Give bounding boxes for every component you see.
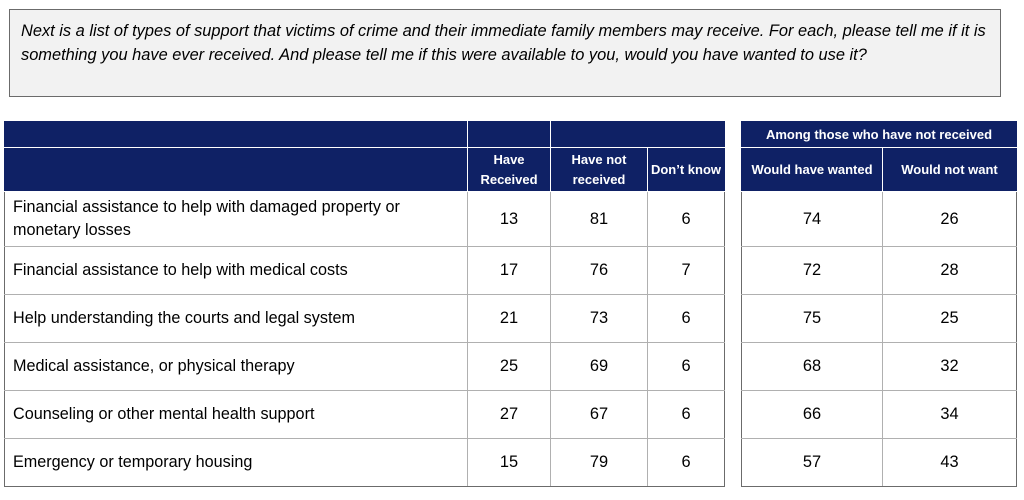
cell-have-not-received: 73 bbox=[550, 294, 648, 343]
not-received-followup-table: Among those who have not received Would … bbox=[740, 121, 1018, 487]
cell-have-received: 15 bbox=[467, 438, 551, 487]
cell-would-not-want: 43 bbox=[881, 438, 1018, 487]
row-label: Help understanding the courts and legal … bbox=[4, 294, 468, 343]
cell-would-not-want: 32 bbox=[881, 342, 1018, 391]
cell-have-received: 21 bbox=[467, 294, 551, 343]
table-row: Counseling or other mental health suppor… bbox=[4, 390, 725, 439]
cell-dont-know: 7 bbox=[647, 246, 725, 295]
cell-have-received: 17 bbox=[467, 246, 551, 295]
col-header-have-not-received: Have not received bbox=[550, 147, 648, 192]
table-row: Help understanding the courts and legal … bbox=[4, 294, 725, 343]
row-label: Counseling or other mental health suppor… bbox=[4, 390, 468, 439]
row-label: Financial assistance to help with medica… bbox=[4, 246, 468, 295]
group-header: Among those who have not received bbox=[740, 121, 1018, 148]
cell-would-not-want: 28 bbox=[881, 246, 1018, 295]
cell-would-have-wanted: 74 bbox=[741, 191, 883, 247]
table-row: Financial assistance to help with medica… bbox=[4, 246, 725, 295]
col-header-would-have-wanted: Would have wanted bbox=[741, 147, 883, 192]
cell-have-not-received: 79 bbox=[550, 438, 648, 487]
cell-would-not-want: 34 bbox=[881, 390, 1018, 439]
cell-would-have-wanted: 72 bbox=[741, 246, 883, 295]
cell-have-not-received: 67 bbox=[550, 390, 648, 439]
cell-dont-know: 6 bbox=[647, 294, 725, 343]
cell-dont-know: 6 bbox=[647, 438, 725, 487]
header-blank bbox=[4, 147, 468, 192]
cell-have-not-received: 76 bbox=[550, 246, 648, 295]
table-row: 57 43 bbox=[741, 438, 1018, 487]
question-text: Next is a list of types of support that … bbox=[21, 22, 986, 64]
header-spacer-label bbox=[4, 121, 468, 148]
cell-dont-know: 6 bbox=[647, 390, 725, 439]
row-label: Financial assistance to help with damage… bbox=[4, 191, 468, 247]
col-header-have-received: Have Received bbox=[467, 147, 551, 192]
col-header-would-not-want: Would not want bbox=[881, 147, 1018, 192]
support-received-table: Have Received Have not received Don’t kn… bbox=[4, 121, 725, 487]
cell-would-have-wanted: 57 bbox=[741, 438, 883, 487]
header-spacer-other bbox=[550, 121, 725, 148]
table-row: 72 28 bbox=[741, 246, 1018, 295]
row-label: Medical assistance, or physical therapy bbox=[4, 342, 468, 391]
cell-would-have-wanted: 66 bbox=[741, 390, 883, 439]
table-row: 75 25 bbox=[741, 294, 1018, 343]
cell-would-not-want: 26 bbox=[881, 191, 1018, 247]
cell-have-received: 25 bbox=[467, 342, 551, 391]
header-spacer-received bbox=[467, 121, 551, 148]
row-label: Emergency or temporary housing bbox=[4, 438, 468, 487]
cell-have-not-received: 69 bbox=[550, 342, 648, 391]
table-row: Emergency or temporary housing 15 79 6 bbox=[4, 438, 725, 487]
cell-have-received: 27 bbox=[467, 390, 551, 439]
cell-dont-know: 6 bbox=[647, 191, 725, 247]
cell-would-have-wanted: 68 bbox=[741, 342, 883, 391]
cell-dont-know: 6 bbox=[647, 342, 725, 391]
question-box: Next is a list of types of support that … bbox=[9, 9, 1001, 97]
cell-would-not-want: 25 bbox=[881, 294, 1018, 343]
table-row: 68 32 bbox=[741, 342, 1018, 391]
table-row: Financial assistance to help with damage… bbox=[4, 191, 725, 247]
cell-have-received: 13 bbox=[467, 191, 551, 247]
table-row: 74 26 bbox=[741, 191, 1018, 247]
cell-have-not-received: 81 bbox=[550, 191, 648, 247]
table-row: Medical assistance, or physical therapy … bbox=[4, 342, 725, 391]
table-row: 66 34 bbox=[741, 390, 1018, 439]
col-header-dont-know: Don’t know bbox=[647, 147, 725, 192]
cell-would-have-wanted: 75 bbox=[741, 294, 883, 343]
